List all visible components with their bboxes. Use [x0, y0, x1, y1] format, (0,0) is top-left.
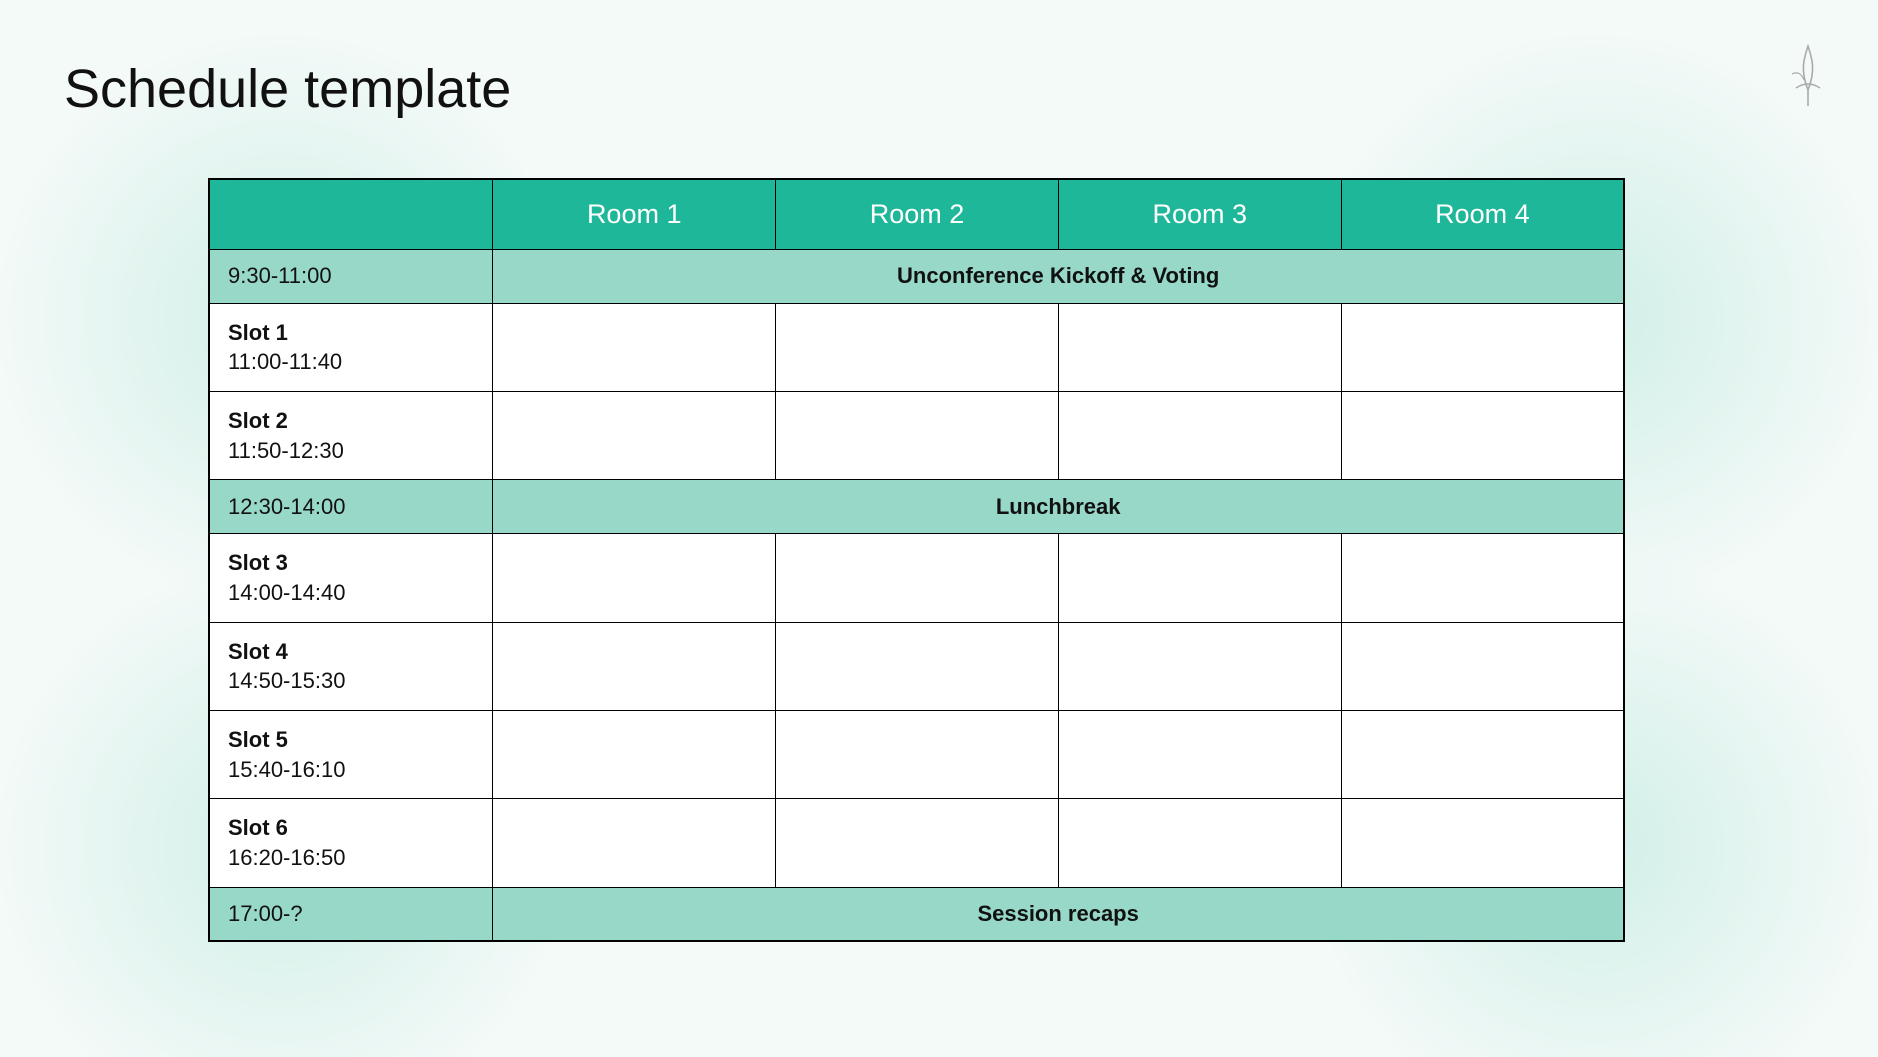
header-room-1: Room 1 [493, 179, 776, 249]
session-cell [1058, 391, 1341, 479]
header-corner [209, 179, 493, 249]
session-cell [1341, 622, 1624, 710]
session-cell [493, 391, 776, 479]
header-row: Room 1 Room 2 Room 3 Room 4 [209, 179, 1624, 249]
table-row: 12:30-14:00Lunchbreak [209, 480, 1624, 534]
session-cell [1341, 799, 1624, 887]
time-cell: 9:30-11:00 [209, 249, 493, 303]
banner-cell: Lunchbreak [493, 480, 1624, 534]
slot-label: Slot 6 [228, 813, 474, 843]
session-cell [776, 303, 1059, 391]
slot-label: Slot 2 [228, 406, 474, 436]
slot-time: 14:50-15:30 [228, 666, 474, 696]
table-row: Slot 515:40-16:10 [209, 711, 1624, 799]
table-row: 17:00-?Session recaps [209, 887, 1624, 941]
table-row: Slot 616:20-16:50 [209, 799, 1624, 887]
session-cell [493, 303, 776, 391]
logo-icon [1778, 40, 1838, 110]
time-cell: Slot 616:20-16:50 [209, 799, 493, 887]
slot-time: 11:00-11:40 [228, 347, 474, 377]
slot-label: Slot 3 [228, 548, 474, 578]
time-cell: Slot 111:00-11:40 [209, 303, 493, 391]
schedule-table: Room 1 Room 2 Room 3 Room 4 9:30-11:00Un… [208, 178, 1625, 942]
session-cell [1341, 391, 1624, 479]
session-cell [1058, 711, 1341, 799]
table-row: Slot 414:50-15:30 [209, 622, 1624, 710]
time-cell: Slot 414:50-15:30 [209, 622, 493, 710]
table-row: Slot 314:00-14:40 [209, 534, 1624, 622]
session-cell [776, 622, 1059, 710]
session-cell [1058, 303, 1341, 391]
session-cell [493, 711, 776, 799]
session-cell [493, 799, 776, 887]
schedule-table-container: Room 1 Room 2 Room 3 Room 4 9:30-11:00Un… [208, 178, 1625, 942]
slot-time: 16:20-16:50 [228, 843, 474, 873]
session-cell [1341, 303, 1624, 391]
session-cell [776, 711, 1059, 799]
session-cell [1058, 534, 1341, 622]
table-row: 9:30-11:00Unconference Kickoff & Voting [209, 249, 1624, 303]
time-cell: Slot 211:50-12:30 [209, 391, 493, 479]
time-cell: 12:30-14:00 [209, 480, 493, 534]
time-cell: Slot 515:40-16:10 [209, 711, 493, 799]
session-cell [776, 534, 1059, 622]
session-cell [1341, 534, 1624, 622]
page-title: Schedule template [64, 58, 511, 120]
header-room-3: Room 3 [1058, 179, 1341, 249]
slot-label: Slot 1 [228, 318, 474, 348]
session-cell [1058, 799, 1341, 887]
schedule-body: 9:30-11:00Unconference Kickoff & VotingS… [209, 249, 1624, 941]
table-row: Slot 211:50-12:30 [209, 391, 1624, 479]
header-room-4: Room 4 [1341, 179, 1624, 249]
slot-time: 14:00-14:40 [228, 578, 474, 608]
slot-label: Slot 4 [228, 637, 474, 667]
session-cell [1058, 622, 1341, 710]
session-cell [776, 391, 1059, 479]
table-row: Slot 111:00-11:40 [209, 303, 1624, 391]
banner-cell: Session recaps [493, 887, 1624, 941]
header-room-2: Room 2 [776, 179, 1059, 249]
session-cell [493, 622, 776, 710]
slot-time: 11:50-12:30 [228, 436, 474, 466]
slot-label: Slot 5 [228, 725, 474, 755]
session-cell [1341, 711, 1624, 799]
banner-cell: Unconference Kickoff & Voting [493, 249, 1624, 303]
time-cell: Slot 314:00-14:40 [209, 534, 493, 622]
session-cell [493, 534, 776, 622]
time-cell: 17:00-? [209, 887, 493, 941]
session-cell [776, 799, 1059, 887]
slot-time: 15:40-16:10 [228, 755, 474, 785]
